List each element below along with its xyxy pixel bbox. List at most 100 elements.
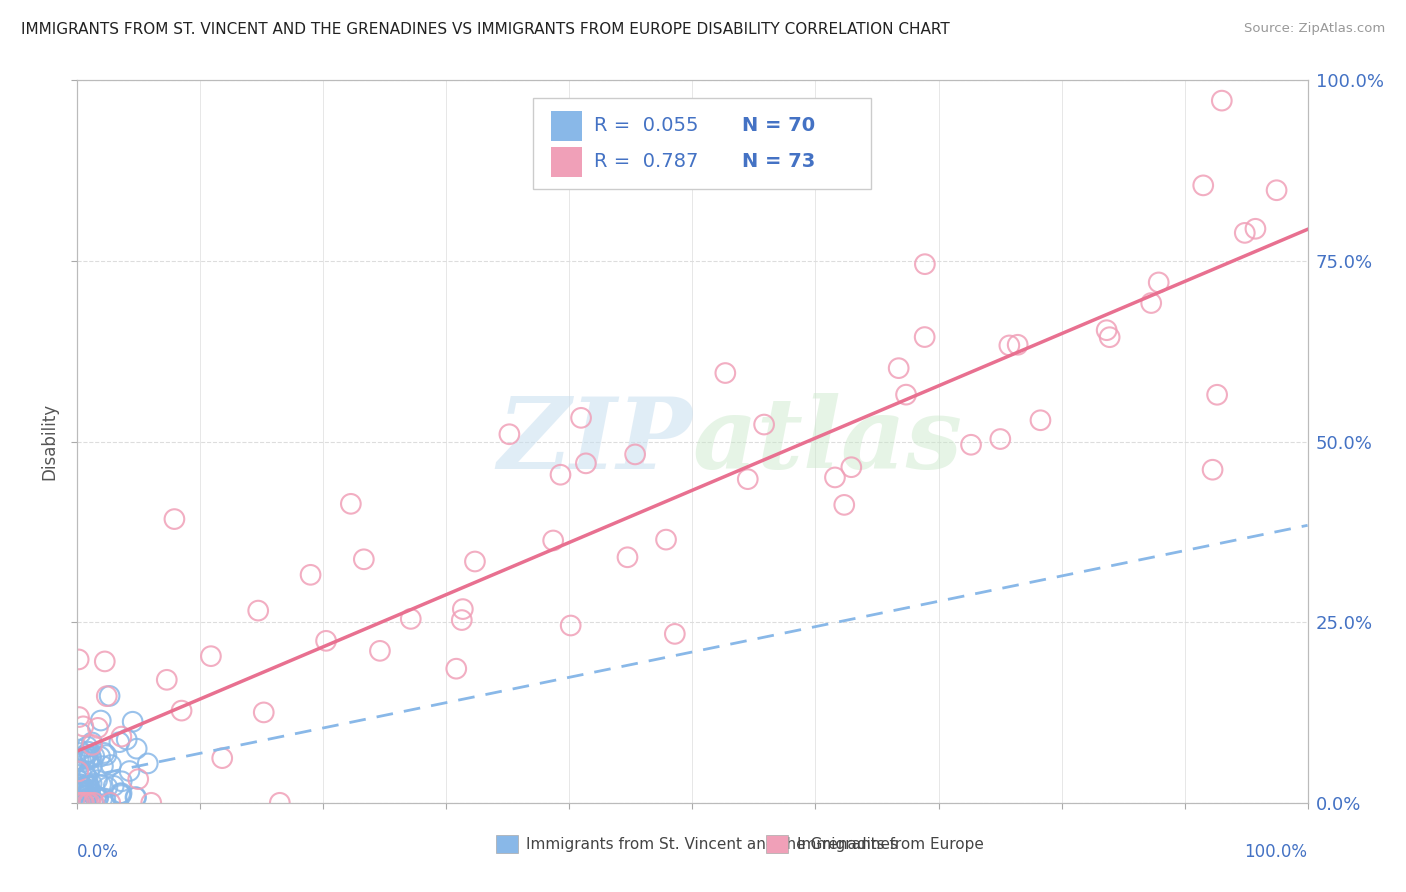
Point bbox=[1206, 388, 1229, 402]
Point bbox=[96, 780, 118, 795]
Point bbox=[541, 533, 564, 548]
Point bbox=[76, 739, 98, 754]
Point bbox=[110, 730, 132, 744]
Point bbox=[110, 788, 132, 802]
Point bbox=[67, 652, 90, 666]
Point bbox=[108, 786, 131, 800]
Point bbox=[103, 779, 125, 793]
Point bbox=[446, 662, 468, 676]
Point bbox=[80, 759, 103, 773]
Point bbox=[108, 735, 131, 749]
FancyBboxPatch shape bbox=[551, 147, 582, 178]
Point bbox=[73, 796, 96, 810]
Point bbox=[714, 366, 737, 380]
Point bbox=[998, 338, 1021, 352]
Point bbox=[624, 447, 647, 461]
Point bbox=[67, 764, 90, 779]
Point bbox=[77, 745, 100, 759]
Point bbox=[664, 627, 686, 641]
Point bbox=[170, 704, 193, 718]
Point bbox=[86, 773, 108, 788]
Point bbox=[79, 796, 101, 810]
Point bbox=[368, 644, 391, 658]
Point bbox=[77, 778, 100, 792]
Point bbox=[70, 794, 93, 808]
Point bbox=[67, 783, 90, 797]
Point bbox=[450, 613, 472, 627]
Point bbox=[80, 752, 103, 766]
FancyBboxPatch shape bbox=[551, 111, 582, 141]
Text: R =  0.787: R = 0.787 bbox=[595, 153, 699, 171]
Point bbox=[72, 719, 94, 733]
Point bbox=[1211, 94, 1233, 108]
Point bbox=[247, 604, 270, 618]
FancyBboxPatch shape bbox=[766, 835, 789, 854]
Point bbox=[82, 738, 104, 752]
Point bbox=[115, 732, 138, 747]
Point bbox=[75, 794, 97, 808]
Y-axis label: Disability: Disability bbox=[41, 403, 59, 480]
Point bbox=[79, 780, 101, 794]
Point bbox=[79, 783, 101, 797]
Point bbox=[125, 741, 148, 756]
Point bbox=[575, 456, 598, 470]
Point bbox=[80, 749, 103, 764]
Point bbox=[98, 689, 121, 703]
Point bbox=[655, 533, 678, 547]
Point bbox=[79, 785, 101, 799]
Text: R =  0.055: R = 0.055 bbox=[595, 116, 699, 136]
Point bbox=[66, 764, 89, 778]
Text: 0.0%: 0.0% bbox=[77, 843, 120, 861]
Point bbox=[839, 460, 862, 475]
Point bbox=[96, 747, 118, 762]
Point bbox=[72, 784, 94, 798]
Point bbox=[77, 764, 100, 779]
Point bbox=[67, 710, 90, 724]
Point bbox=[121, 714, 143, 729]
Point bbox=[752, 417, 775, 432]
Point bbox=[76, 796, 98, 810]
Point bbox=[69, 777, 91, 791]
Point bbox=[90, 714, 112, 728]
Point bbox=[141, 796, 163, 810]
Point bbox=[72, 749, 94, 764]
Point bbox=[66, 795, 89, 809]
Point bbox=[77, 752, 100, 766]
Point bbox=[211, 751, 233, 765]
Point bbox=[1201, 463, 1223, 477]
Text: N = 73: N = 73 bbox=[742, 153, 815, 171]
Point bbox=[1265, 183, 1288, 197]
Point bbox=[163, 512, 186, 526]
Point bbox=[118, 764, 141, 778]
Point bbox=[824, 470, 846, 484]
Point bbox=[91, 759, 114, 773]
Point bbox=[93, 746, 115, 760]
Point bbox=[69, 726, 91, 740]
Point bbox=[83, 796, 105, 810]
Point bbox=[1007, 338, 1029, 352]
Point bbox=[1140, 296, 1163, 310]
Point bbox=[84, 790, 107, 805]
Point bbox=[89, 749, 111, 764]
Text: IMMIGRANTS FROM ST. VINCENT AND THE GRENADINES VS IMMIGRANTS FROM EUROPE DISABIL: IMMIGRANTS FROM ST. VINCENT AND THE GREN… bbox=[21, 22, 950, 37]
Text: atlas: atlas bbox=[693, 393, 963, 490]
Point bbox=[100, 758, 122, 772]
Point bbox=[1192, 178, 1215, 193]
Point bbox=[125, 790, 148, 805]
Point bbox=[72, 796, 94, 810]
Point bbox=[340, 497, 363, 511]
Point bbox=[960, 438, 983, 452]
Point bbox=[80, 776, 103, 790]
Point bbox=[1147, 276, 1170, 290]
Point bbox=[914, 330, 936, 344]
Point bbox=[550, 467, 572, 482]
Point bbox=[86, 789, 108, 804]
Text: Source: ZipAtlas.com: Source: ZipAtlas.com bbox=[1244, 22, 1385, 36]
FancyBboxPatch shape bbox=[533, 98, 870, 189]
Point bbox=[299, 567, 322, 582]
Point bbox=[111, 774, 134, 789]
Point bbox=[75, 769, 97, 783]
Point bbox=[94, 655, 117, 669]
Point bbox=[353, 552, 375, 566]
Point bbox=[560, 618, 582, 632]
